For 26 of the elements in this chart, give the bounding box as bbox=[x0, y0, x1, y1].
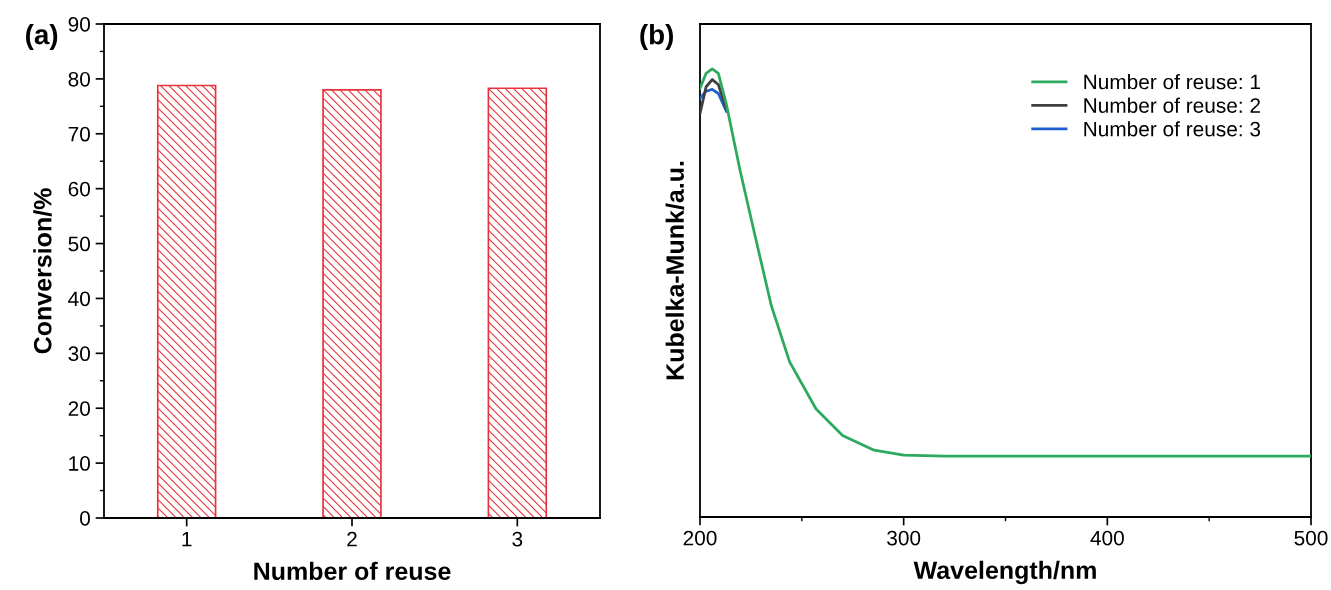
y-tick-label: 80 bbox=[68, 71, 90, 87]
legend-label: Number of reuse: 3 bbox=[1084, 121, 1261, 137]
chart-title: (a) bbox=[26, 24, 58, 50]
x-tick-label: 2 bbox=[347, 531, 357, 547]
legend-label: Number of reuse: 1 bbox=[1084, 74, 1260, 90]
legend-label: Number of reuse: 2 bbox=[1084, 97, 1260, 113]
x-tick-label: 500 bbox=[1294, 530, 1328, 546]
y-tick-label: 0 bbox=[80, 511, 90, 526]
y-axis-title: Conversion/% bbox=[33, 188, 52, 354]
y-tick-label: 90 bbox=[68, 17, 90, 32]
y-tick-label: 50 bbox=[68, 236, 90, 252]
chart-title: (b) bbox=[640, 24, 673, 50]
x-axis-title: Wavelength/nm bbox=[913, 560, 1096, 585]
y-tick-label: 60 bbox=[68, 181, 90, 197]
y-tick-label: 40 bbox=[68, 291, 90, 307]
y-tick-label: 70 bbox=[68, 126, 90, 142]
y-tick-label: 20 bbox=[68, 401, 90, 416]
x-tick-label: 1 bbox=[182, 531, 192, 547]
y-tick-label: 30 bbox=[68, 346, 90, 362]
x-tick-label: 400 bbox=[1090, 530, 1124, 546]
x-axis-title: Number of reuse bbox=[254, 561, 451, 581]
y-tick-label: 10 bbox=[69, 456, 90, 471]
x-tick-label: 300 bbox=[887, 530, 921, 546]
x-tick-label: 3 bbox=[512, 531, 523, 547]
x-tick-label: 200 bbox=[683, 530, 717, 546]
y-axis-title: Kubelka-Munk/a.u. bbox=[665, 161, 685, 380]
